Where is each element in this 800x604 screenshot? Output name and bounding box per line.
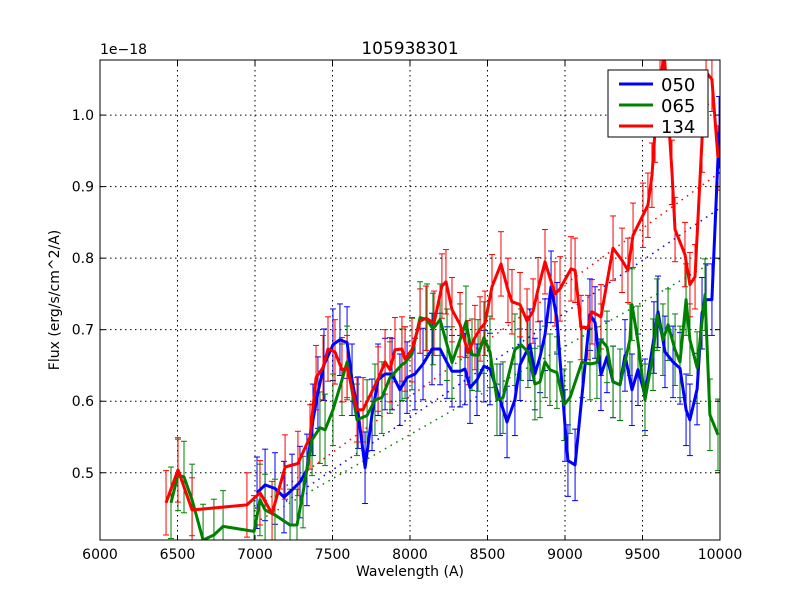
- y-tick-label: 0.8: [72, 251, 94, 267]
- x-tick-label: 7000: [237, 547, 273, 563]
- y-tick-label: 0.7: [72, 323, 94, 339]
- legend-label-050: 050: [661, 75, 695, 96]
- x-tick-label: 8500: [470, 547, 506, 563]
- legend-label-065: 065: [661, 96, 695, 117]
- legend-label-134: 134: [661, 117, 695, 138]
- x-axis-label: Wavelength (A): [356, 564, 464, 580]
- x-tick-label: 8000: [392, 547, 428, 563]
- x-tick-label: 9500: [625, 547, 661, 563]
- y-tick-label: 1.0: [72, 108, 94, 124]
- x-tick-label: 10000: [698, 547, 743, 563]
- x-tick-label: 6500: [160, 547, 196, 563]
- y-axis-label: Flux (erg/s/cm^2/A): [47, 230, 63, 370]
- y-tick-label: 0.6: [72, 394, 94, 410]
- chart-title: 105938301: [361, 39, 458, 59]
- x-tick-label: 6000: [82, 547, 118, 563]
- x-tick-label: 7500: [315, 547, 351, 563]
- y-offset-label: 1e−18: [100, 42, 147, 58]
- x-tick-label: 9000: [547, 547, 583, 563]
- y-tick-label: 0.5: [72, 466, 94, 482]
- y-tick-label: 0.9: [72, 180, 94, 196]
